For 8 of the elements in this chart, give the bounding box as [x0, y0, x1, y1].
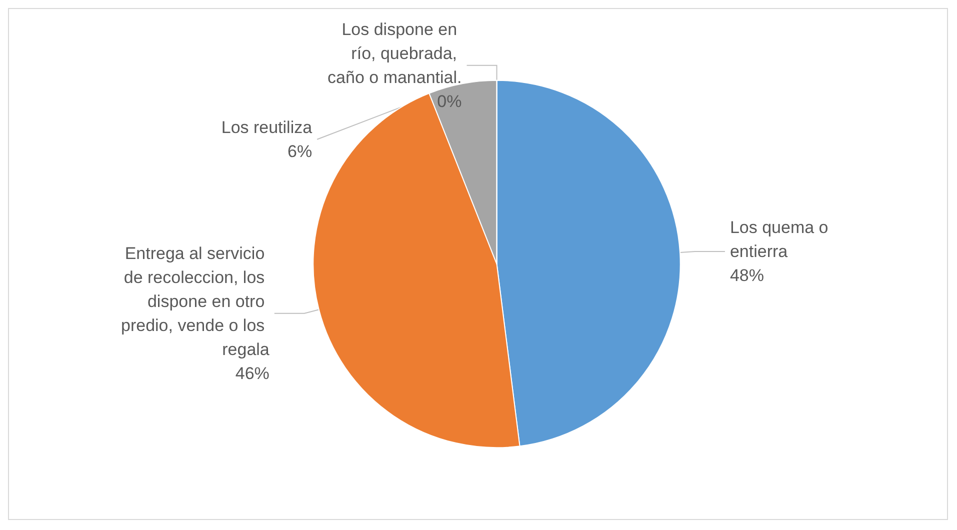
slice-label: Entrega al servicio de recoleccion, los dispone en otro predio, vende o los regala — [121, 244, 270, 359]
slice-label: Los quema o entierra — [730, 218, 833, 262]
category-label: Los dispone en río, quebrada, caño o manantial. — [328, 20, 462, 87]
text: 0% — [437, 92, 462, 111]
data-label: 6% — [288, 142, 312, 161]
data-label: 48% — [730, 266, 764, 286]
data-label: 46% — [235, 364, 270, 383]
slice-label: Los reutiliza — [221, 118, 313, 137]
